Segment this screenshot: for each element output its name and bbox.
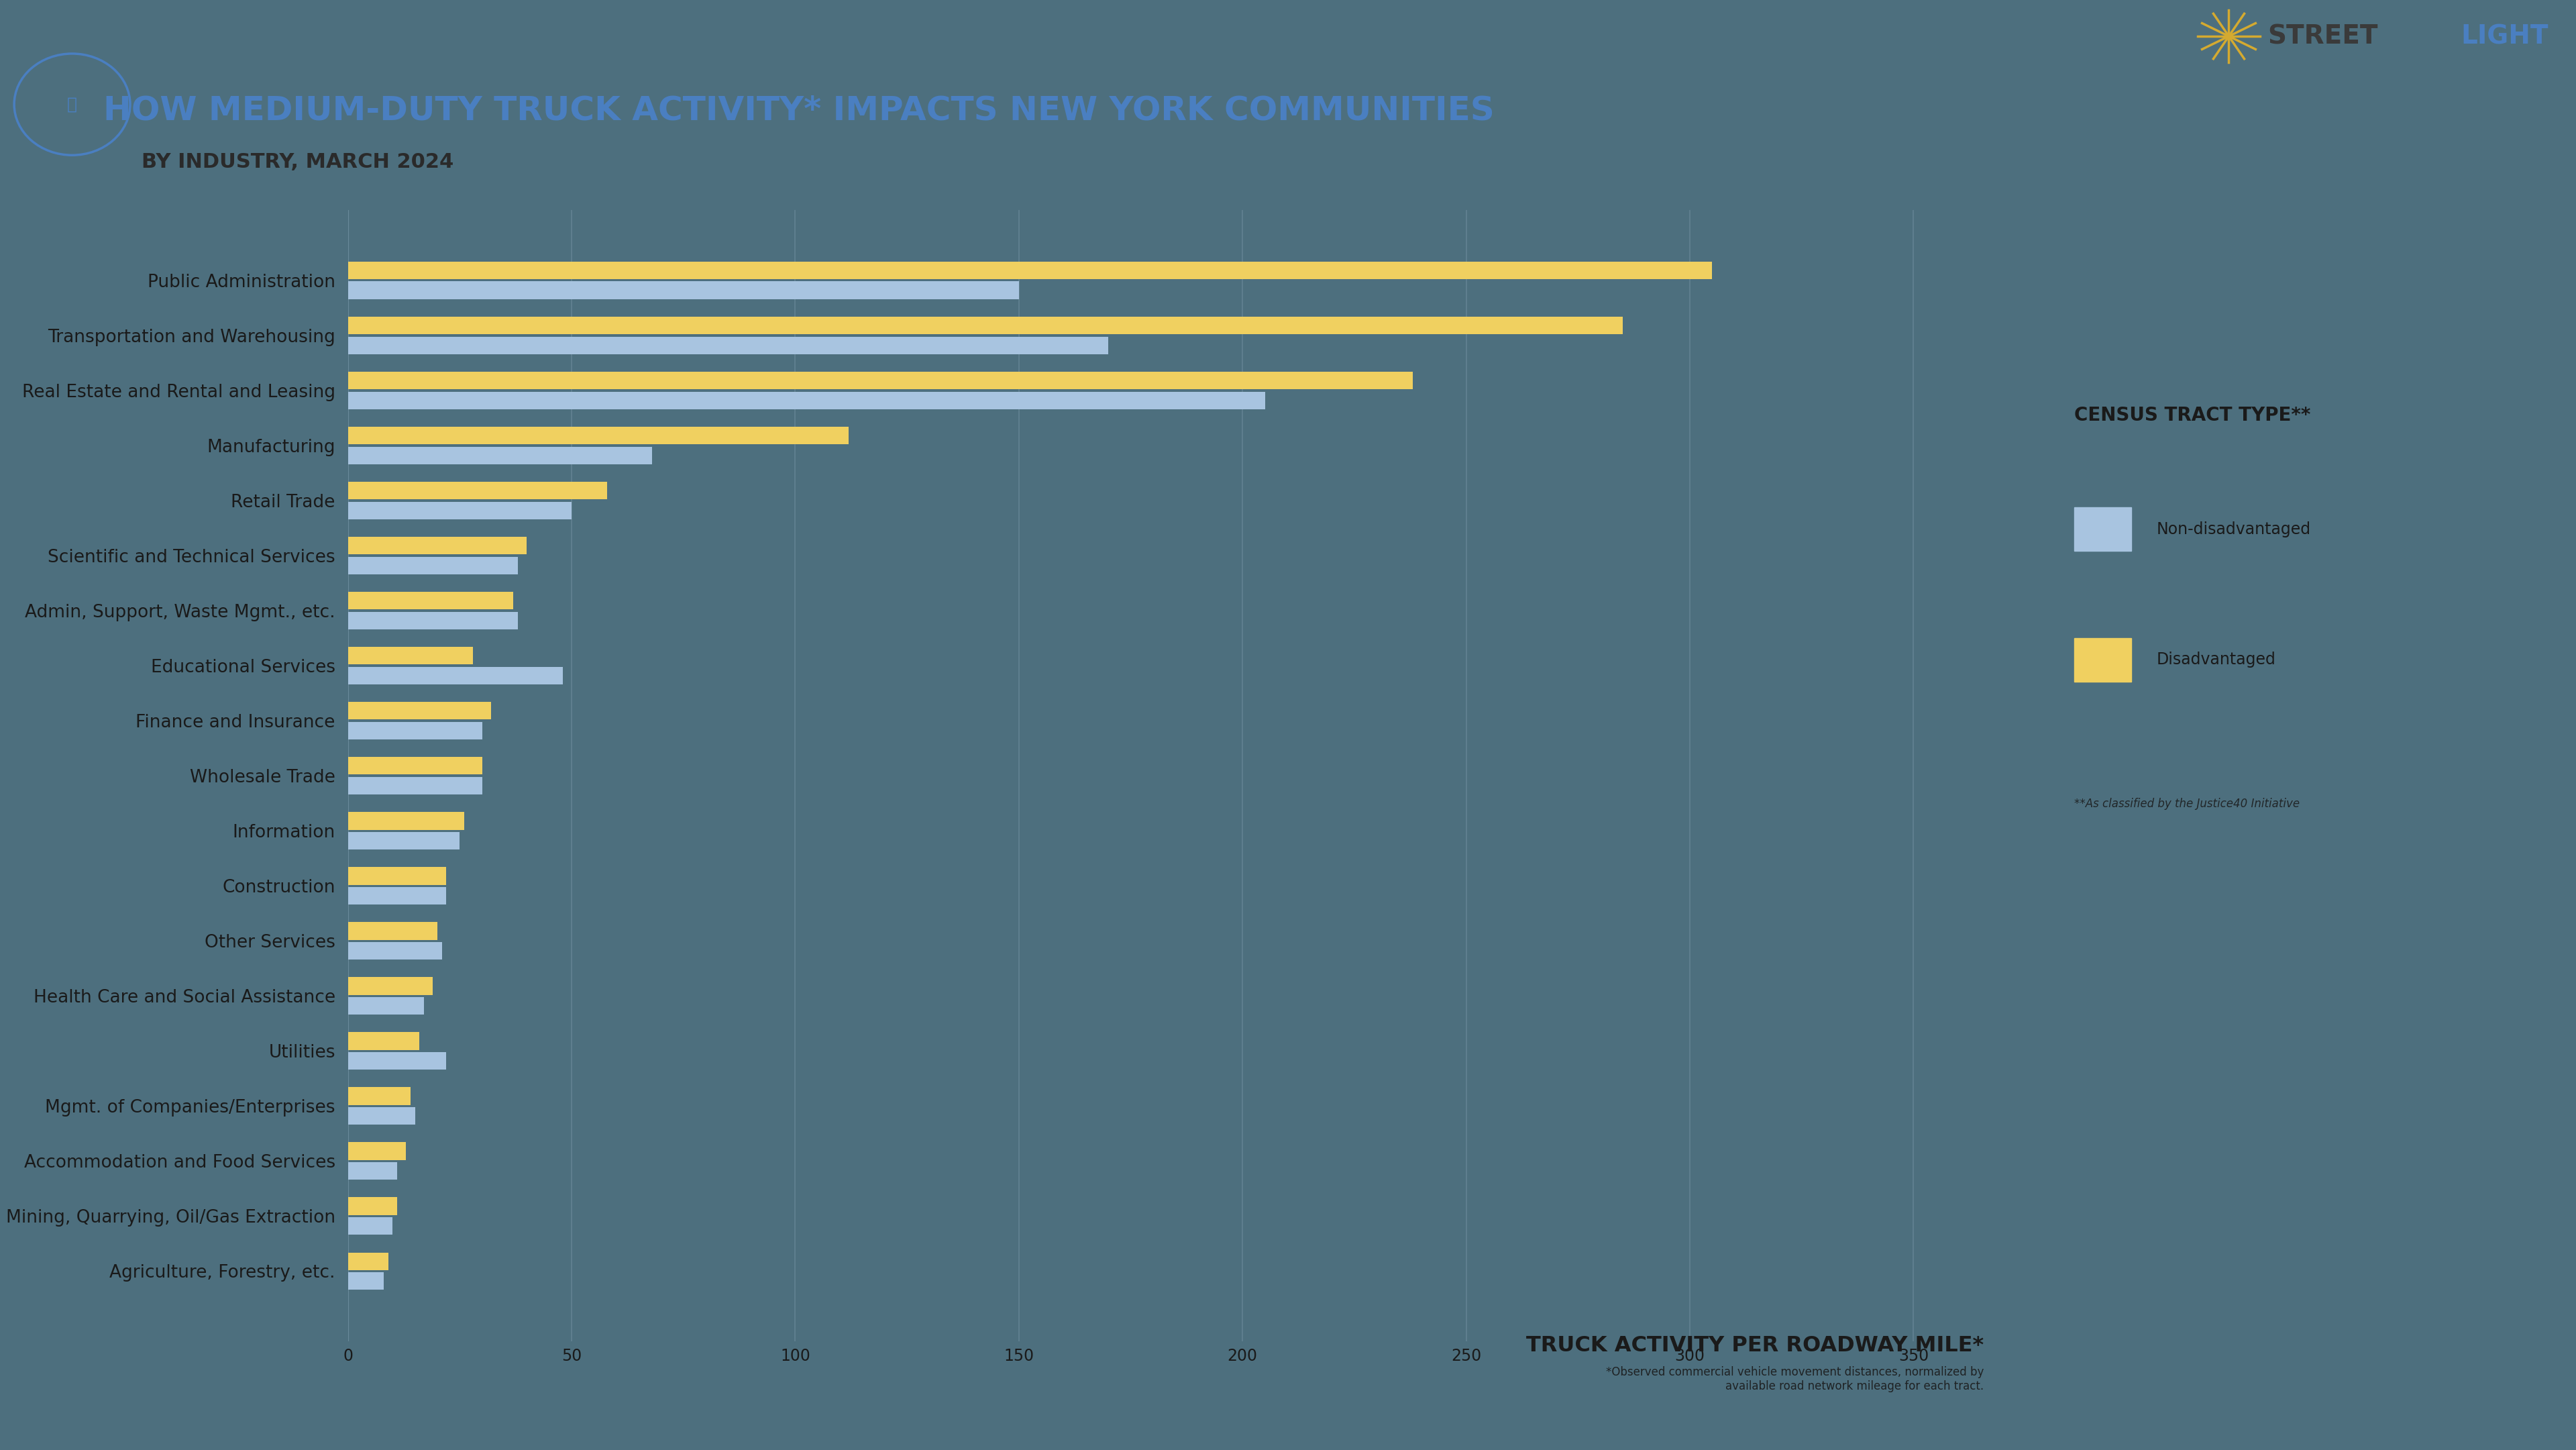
Text: LIGHT: LIGHT [2460,23,2548,49]
Bar [348,557,518,574]
Bar [348,702,492,719]
Text: CENSUS TRACT TYPE**: CENSUS TRACT TYPE** [2074,406,2311,425]
Bar [348,777,482,795]
Bar [348,922,438,940]
Bar [348,832,459,850]
Bar [348,998,425,1015]
Bar [348,536,526,554]
Text: BY INDUSTRY, MARCH 2024: BY INDUSTRY, MARCH 2024 [142,152,453,171]
Bar [348,867,446,885]
Bar [348,336,1108,354]
Bar [348,426,848,444]
Bar [348,1217,392,1235]
Bar [348,281,1018,299]
Bar [348,1161,397,1180]
Bar [348,612,518,629]
Bar [348,943,440,960]
Text: 🚚: 🚚 [67,96,77,113]
Bar [348,481,608,499]
Bar [348,1032,420,1050]
Bar [348,1198,397,1215]
Bar [348,1253,389,1270]
Bar [348,667,562,684]
Bar [348,647,474,664]
Bar [348,757,482,774]
Bar [348,1088,410,1105]
Text: STREET: STREET [2267,23,2378,49]
Text: HOW MEDIUM-DUTY TRUCK ACTIVITY* IMPACTS NEW YORK COMMUNITIES: HOW MEDIUM-DUTY TRUCK ACTIVITY* IMPACTS … [103,94,1494,126]
Bar [348,392,1265,409]
Bar [348,447,652,464]
Bar [348,722,482,740]
Bar [348,502,572,519]
Bar [348,1053,446,1070]
Text: TRUCK ACTIVITY PER ROADWAY MILE*: TRUCK ACTIVITY PER ROADWAY MILE* [1525,1335,1984,1356]
Text: Disadvantaged: Disadvantaged [2156,651,2275,668]
Text: **As classified by the Justice40 Initiative: **As classified by the Justice40 Initiat… [2074,798,2300,809]
Bar [348,1108,415,1125]
Bar [348,592,513,609]
Bar [348,371,1412,390]
Bar [348,261,1713,280]
Bar [348,887,446,905]
Text: *Observed commercial vehicle movement distances, normalized by
available road ne: *Observed commercial vehicle movement di… [1605,1366,1984,1392]
Bar [348,316,1623,335]
Bar [348,812,464,829]
Bar [348,1143,407,1160]
Text: Non-disadvantaged: Non-disadvantaged [2156,521,2311,538]
Bar [348,1272,384,1291]
Bar [348,977,433,995]
